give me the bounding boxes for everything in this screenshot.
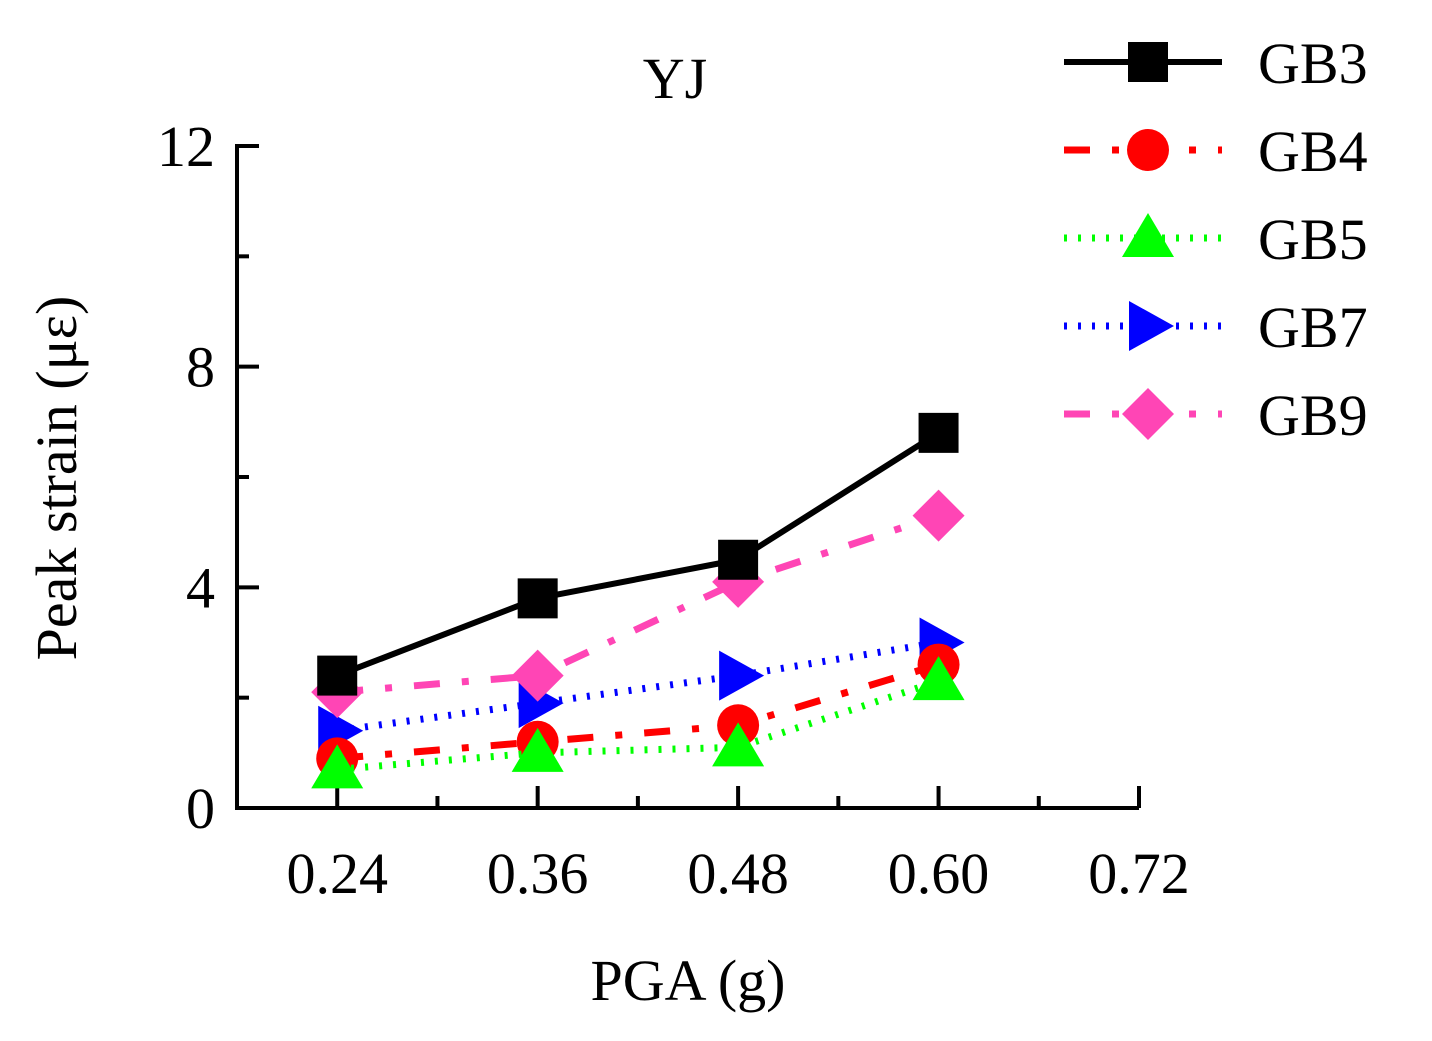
x-tick-label: 0.48 (687, 841, 789, 906)
legend-label: GB5 (1258, 207, 1368, 272)
legend-item-gb5: GB5 (1064, 207, 1368, 272)
series-line-gb9 (336, 512, 940, 696)
legend-item-gb9: GB9 (1064, 383, 1368, 448)
x-axis-label: PGA (g) (591, 948, 786, 1013)
legend-label: GB4 (1258, 119, 1368, 184)
legend-label: GB7 (1258, 295, 1368, 360)
y-tick-label: 0 (186, 776, 215, 841)
chart-title: YJ (643, 46, 707, 111)
series-layer (311, 412, 965, 789)
series-gb9 (311, 489, 965, 719)
x-tick-label: 0.36 (487, 841, 589, 906)
legend-label: GB9 (1258, 383, 1368, 448)
series-gb3 (317, 412, 959, 696)
data-point-gb9 (912, 489, 965, 542)
legend-marker (1129, 301, 1174, 351)
legend-item-gb7: GB7 (1064, 295, 1368, 360)
data-point-gb3 (517, 578, 558, 619)
legend-marker (1122, 213, 1174, 257)
data-point-gb5 (311, 744, 364, 789)
series-gb7 (318, 617, 965, 756)
legend-label: GB3 (1258, 31, 1368, 96)
data-point-gb3 (718, 539, 759, 580)
series-line-gb3 (336, 430, 941, 679)
series-line-gb5 (336, 677, 940, 773)
y-axis-label: Peak strain (με) (24, 296, 89, 661)
data-point-gb7 (719, 650, 765, 701)
legend: GB3 GB4 GB5 GB7 GB9 (1064, 31, 1368, 448)
x-tick-label: 0.24 (286, 841, 388, 906)
data-point-gb9 (511, 649, 564, 702)
data-point-gb5 (712, 722, 765, 767)
series-line-gb4 (336, 661, 940, 762)
y-tick-label: 4 (186, 555, 215, 620)
legend-item-gb3: GB3 (1064, 31, 1368, 96)
legend-item-gb4: GB4 (1064, 119, 1368, 184)
x-tick-label: 0.72 (1088, 841, 1190, 906)
data-point-gb3 (317, 655, 358, 696)
series-line-gb7 (336, 639, 940, 735)
series-gb5 (311, 656, 965, 789)
y-tick-label: 8 (186, 335, 215, 400)
data-point-gb3 (918, 412, 959, 453)
series-gb4 (316, 643, 960, 780)
y-tick-label: 12 (157, 114, 215, 179)
x-tick-label: 0.60 (888, 841, 990, 906)
legend-marker (1128, 42, 1168, 82)
data-point-gb5 (912, 656, 965, 701)
legend-marker (1127, 129, 1169, 171)
data-point-gb5 (511, 727, 564, 772)
legend-marker (1122, 388, 1174, 440)
axes: 0 4 8 12 0.24 0.36 0.48 0.60 0.72 (157, 114, 1190, 906)
